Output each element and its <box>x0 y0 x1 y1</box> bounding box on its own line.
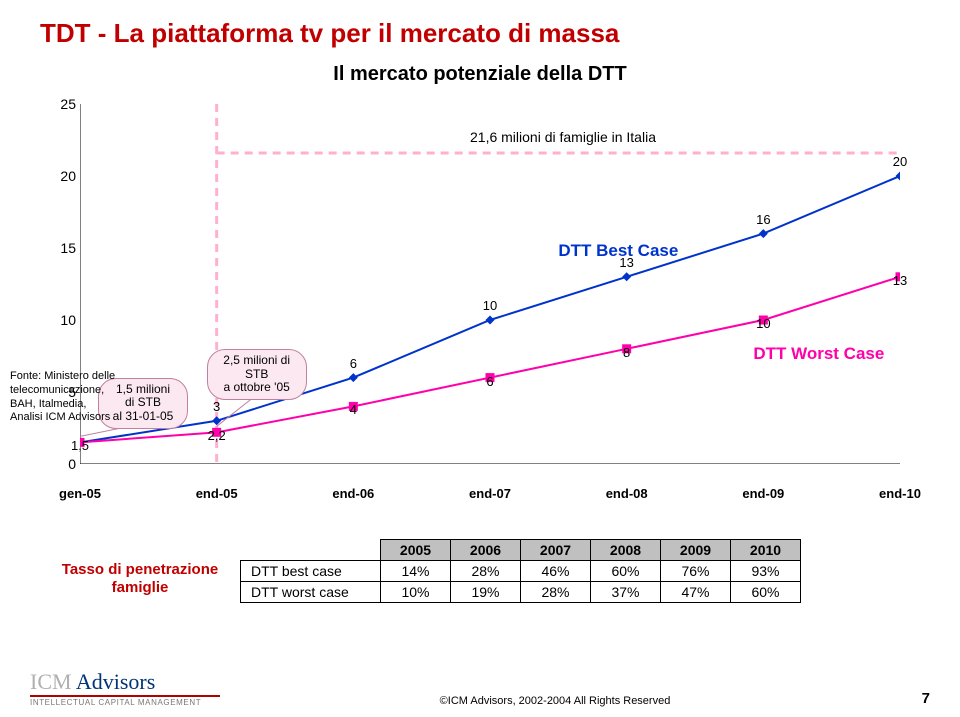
x-tick: end-07 <box>469 486 511 501</box>
penetration-table: 200520062007200820092010 DTT best case14… <box>240 539 801 603</box>
source-line: BAH, Italmedia, <box>10 398 115 412</box>
table-col-header: 2007 <box>521 540 591 561</box>
data-point-label: 10 <box>483 298 497 313</box>
table-corner <box>241 540 381 561</box>
data-point-label: 13 <box>893 273 907 288</box>
page-footer: ICM Advisors INTELLECTUAL CAPITAL MANAGE… <box>0 664 960 717</box>
table-cell: 60% <box>731 582 801 603</box>
x-tick: end-05 <box>196 486 238 501</box>
callout: 2,5 milioni diSTBa ottobre '05 <box>207 349 307 400</box>
table-cell: 10% <box>381 582 451 603</box>
table-cell: 93% <box>731 561 801 582</box>
logo-text-icm: ICM <box>30 669 72 694</box>
callout-line: 2,5 milioni di <box>216 354 298 368</box>
data-point-label: 6 <box>350 356 357 371</box>
table-row-header: DTT worst case <box>241 582 381 603</box>
callout-line: STB <box>216 368 298 382</box>
data-point-label: 6 <box>486 374 493 389</box>
y-tick: 15 <box>60 240 76 256</box>
source-line: telecomunicazione, <box>10 384 115 398</box>
table-col-header: 2009 <box>661 540 731 561</box>
table-cell: 76% <box>661 561 731 582</box>
chart-subtitle: Il mercato potenziale della DTT <box>40 63 920 86</box>
table-cell: 47% <box>661 582 731 603</box>
x-tick: end-09 <box>742 486 784 501</box>
y-tick: 0 <box>68 456 76 472</box>
data-point-label: 16 <box>756 212 770 227</box>
table-cell: 46% <box>521 561 591 582</box>
data-point-label: 1,5 <box>71 438 89 453</box>
table-col-header: 2006 <box>451 540 521 561</box>
callout-line: 1,5 milioni <box>107 383 179 397</box>
table-caption: Tasso di penetrazione famiglie <box>40 561 240 597</box>
table-col-header: 2005 <box>381 540 451 561</box>
data-point-label: 10 <box>756 316 770 331</box>
callout-line: di STB <box>107 396 179 410</box>
chart-area: 0510152025 gen-05end-05end-06end-07end-0… <box>80 104 900 484</box>
source-line: Analisi ICM Advisors <box>10 411 115 425</box>
data-point-label: 4 <box>350 402 357 417</box>
callout-line: a ottobre '05 <box>216 381 298 395</box>
source-footnote: Fonte: Ministero delletelecomunicazione,… <box>10 370 115 425</box>
data-point-label: 8 <box>623 345 630 360</box>
table-row-header: DTT best case <box>241 561 381 582</box>
table-cell: 14% <box>381 561 451 582</box>
footer-logo: ICM Advisors INTELLECTUAL CAPITAL MANAGE… <box>30 670 220 707</box>
data-point-label: 2,2 <box>208 428 226 443</box>
table-col-header: 2010 <box>731 540 801 561</box>
y-tick: 25 <box>60 96 76 112</box>
table-cell: 37% <box>591 582 661 603</box>
data-point-label: 20 <box>893 154 907 169</box>
y-tick: 10 <box>60 312 76 328</box>
series-inline-legend: DTT Worst Case <box>753 344 884 364</box>
x-tick: end-08 <box>606 486 648 501</box>
y-tick: 20 <box>60 168 76 184</box>
ref-line-label: 21,6 milioni di famiglie in Italia <box>470 129 656 145</box>
table-col-header: 2008 <box>591 540 661 561</box>
table-cell: 60% <box>591 561 661 582</box>
table-row: DTT worst case10%19%28%37%47%60% <box>241 582 801 603</box>
footer-copyright: ©ICM Advisors, 2002-2004 All Rights Rese… <box>220 695 890 707</box>
data-point-label: 3 <box>213 399 220 414</box>
table-cell: 19% <box>451 582 521 603</box>
logo-text-advisors: Advisors <box>72 669 156 694</box>
page-number: 7 <box>890 690 930 707</box>
logo-subtitle: INTELLECTUAL CAPITAL MANAGEMENT <box>30 699 220 707</box>
line-chart-svg <box>80 104 900 464</box>
x-tick: end-10 <box>879 486 921 501</box>
page-title: TDT - La piattaforma tv per il mercato d… <box>40 18 920 49</box>
series-inline-legend: DTT Best Case <box>558 241 678 261</box>
table-row: DTT best case14%28%46%60%76%93% <box>241 561 801 582</box>
callout-line: al 31-01-05 <box>107 410 179 424</box>
table-cell: 28% <box>521 582 591 603</box>
source-line: Fonte: Ministero delle <box>10 370 115 384</box>
x-tick: end-06 <box>332 486 374 501</box>
table-cell: 28% <box>451 561 521 582</box>
x-tick: gen-05 <box>59 486 101 501</box>
